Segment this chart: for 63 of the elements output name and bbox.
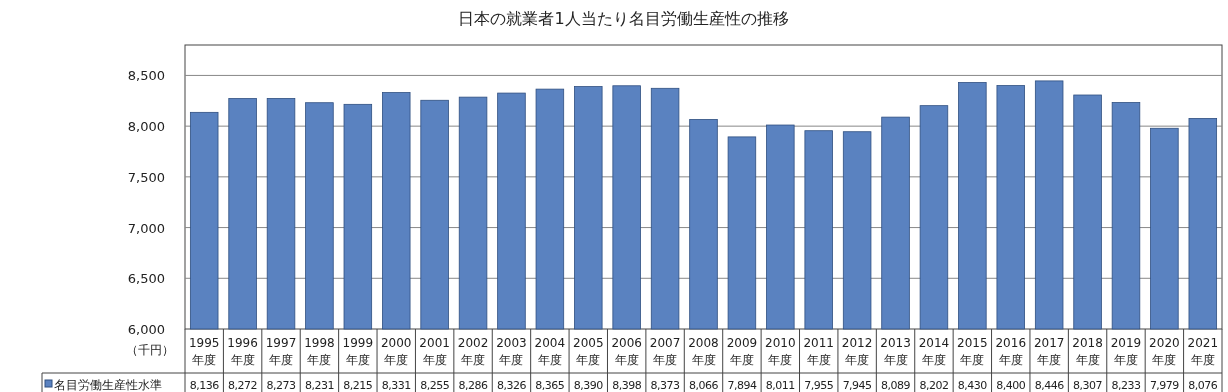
x-tick-label: 2014 年度: [918, 336, 950, 367]
data-label: 8,066: [689, 379, 719, 392]
x-tick-label: 2013 年度: [880, 336, 911, 367]
data-label: 8,233: [1111, 379, 1141, 392]
data-label: 8,215: [343, 379, 373, 392]
x-tick-label: 2002 年度: [457, 336, 489, 367]
x-tick-label: 2018 年度: [1072, 336, 1103, 367]
data-label: 8,076: [1188, 379, 1218, 392]
data-label: 8,331: [381, 379, 411, 392]
data-label: 8,272: [228, 379, 258, 392]
y-tick-label: 6,500: [127, 271, 165, 287]
data-label: 8,398: [612, 379, 642, 392]
x-tick-label: 2010 年度: [765, 336, 796, 367]
data-label: 7,894: [727, 379, 757, 392]
y-tick-label: 7,000: [127, 220, 165, 236]
x-tick-label: 2016 年度: [995, 336, 1027, 367]
x-tick-label: 2019 年度: [1110, 336, 1142, 367]
x-tick-label: 2004 年度: [534, 336, 566, 367]
x-tick-label: 2005 年度: [573, 336, 604, 367]
y-tick-label: 8,000: [127, 119, 165, 135]
x-tick-label: 2017 年度: [1033, 336, 1065, 367]
data-label: 8,307: [1073, 379, 1103, 392]
data-label: 8,231: [304, 379, 334, 392]
x-tick-label: 1995 年度: [188, 336, 220, 367]
y-tick-label: 7,500: [127, 169, 165, 185]
x-tick-label: 1996 年度: [227, 336, 258, 367]
x-tick-label: 2008 年度: [688, 336, 719, 367]
data-label: 8,373: [650, 379, 681, 392]
data-label: 7,979: [1149, 379, 1180, 392]
data-label: 8,365: [535, 379, 565, 392]
data-label: 8,202: [919, 379, 949, 392]
x-tick-label: 2003 年度: [496, 336, 527, 367]
data-label: 8,446: [1034, 379, 1065, 392]
x-tick-label: 2020 年度: [1149, 336, 1180, 367]
data-label: 8,286: [458, 379, 489, 392]
x-tick-label: 2001 年度: [419, 336, 450, 367]
x-tick-label: 2011 年度: [803, 336, 834, 367]
x-tick-label: 2006 年度: [611, 336, 642, 367]
x-tick-label: 1997 年度: [265, 336, 297, 367]
data-label: 8,273: [266, 379, 297, 392]
legend: 名目労働生産性水準: [44, 378, 162, 392]
data-label: 8,400: [996, 379, 1026, 392]
data-label: 8,326: [496, 379, 527, 392]
x-tick-label: 2009 年度: [726, 336, 758, 367]
x-tick-label: 2012 年度: [841, 336, 873, 367]
y-tick-label: 8,500: [127, 68, 165, 84]
x-tick-label: 2015 年度: [957, 336, 988, 367]
data-label: 8,255: [420, 379, 450, 392]
chart-title: 日本の就業者1人当たり名目労働生産性の推移: [458, 9, 789, 28]
data-label: 8,136: [189, 379, 220, 392]
y-axis-title: （千円）: [126, 343, 174, 357]
x-tick-label: 2021 年度: [1187, 336, 1219, 367]
data-label: 8,390: [573, 379, 604, 392]
y-tick-label: 6,000: [127, 322, 165, 337]
x-tick-label: 1998 年度: [304, 336, 335, 367]
data-label: 8,011: [765, 379, 795, 392]
x-tick-label: 1999 年度: [342, 336, 374, 367]
x-tick-label: 2007 年度: [649, 336, 681, 367]
x-tick-label: 2000 年度: [380, 336, 412, 367]
data-label: 7,945: [842, 379, 873, 392]
data-label: 8,089: [881, 379, 911, 392]
data-label: 7,955: [804, 379, 834, 392]
data-label: 8,430: [957, 379, 988, 392]
